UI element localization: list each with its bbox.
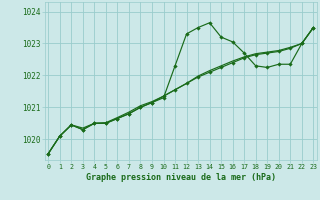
X-axis label: Graphe pression niveau de la mer (hPa): Graphe pression niveau de la mer (hPa) [86, 173, 276, 182]
